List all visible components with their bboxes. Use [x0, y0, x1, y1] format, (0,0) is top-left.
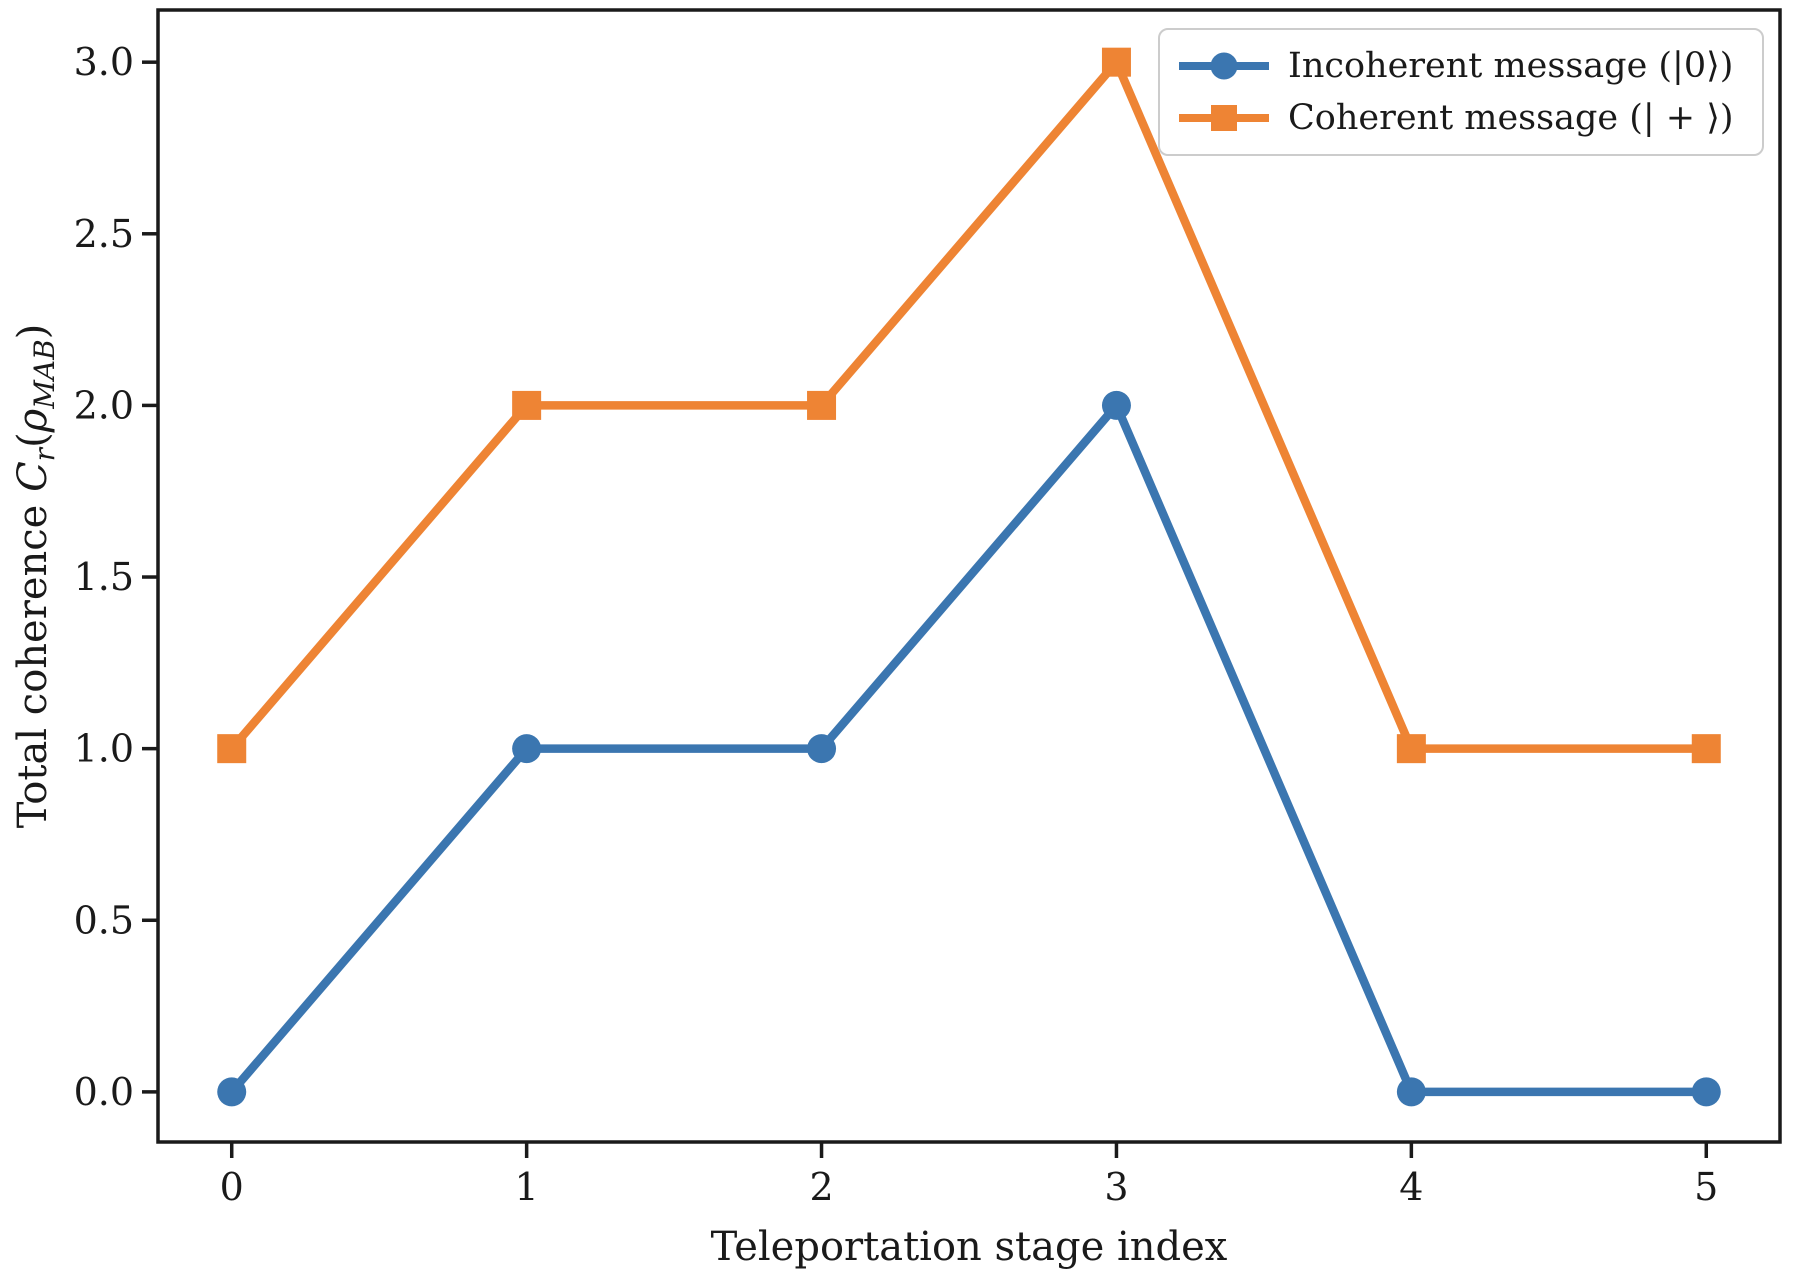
- y-axis-label-C: C: [10, 461, 56, 492]
- y-axis-label-paren: (: [10, 432, 56, 448]
- legend: Incoherent message (|0⟩) Coherent messag…: [1158, 28, 1764, 156]
- y-axis-ticks: 0.0 0.5 1.0 1.5 2.0 2.5 3.0: [74, 40, 158, 1114]
- legend-label-incoherent: Incoherent message (|0⟩): [1288, 46, 1734, 86]
- legend-label-coherent: Coherent message (| + ⟩): [1288, 98, 1734, 138]
- data-point-square: [1101, 47, 1131, 77]
- y-tick-label: 0.5: [74, 898, 134, 942]
- x-tick-label: 1: [515, 1165, 539, 1209]
- data-point-circle: [512, 734, 542, 764]
- y-tick-label: 2.5: [74, 212, 134, 256]
- data-point-circle: [217, 1077, 247, 1107]
- series-line-1: [227, 57, 1711, 753]
- data-point-square: [1691, 734, 1721, 764]
- y-tick-label: 1.5: [74, 555, 134, 599]
- data-point-circle: [1691, 1077, 1721, 1107]
- data-point-square: [217, 734, 247, 764]
- y-tick-label: 2.0: [74, 383, 134, 427]
- y-axis-label: Total coherence Cr(ρMAB): [10, 324, 61, 829]
- x-tick-label: 2: [809, 1165, 833, 1209]
- legend-line-square-icon: [1179, 105, 1269, 131]
- x-axis-ticks: 0 1 2 3 4 5: [220, 1142, 1718, 1209]
- x-tick-label: 5: [1694, 1165, 1718, 1209]
- data-point-square: [807, 390, 837, 420]
- legend-item-coherent: Coherent message (| + ⟩): [1176, 98, 1746, 138]
- y-axis-label-paren-close: ): [10, 324, 56, 340]
- series-line-0: [227, 401, 1711, 1097]
- data-point-circle: [1396, 1077, 1426, 1107]
- legend-square-marker-icon: [1211, 105, 1237, 131]
- y-axis-label-text: Total coherence: [10, 492, 56, 828]
- data-point-circle: [807, 734, 837, 764]
- x-tick-label: 3: [1104, 1165, 1128, 1209]
- data-point-square: [1396, 734, 1426, 764]
- y-axis-label-rho: ρ: [10, 408, 56, 433]
- y-tick-label: 3.0: [74, 40, 134, 84]
- y-tick-label: 1.0: [74, 727, 134, 771]
- data-series: [217, 47, 1721, 1107]
- data-point-square: [512, 390, 542, 420]
- y-axis-label-sub-MAB: MAB: [28, 339, 61, 409]
- legend-circle-marker-icon: [1210, 52, 1238, 80]
- x-tick-label: 0: [220, 1165, 244, 1209]
- legend-line-circle-icon: [1179, 52, 1269, 80]
- legend-item-incoherent: Incoherent message (|0⟩): [1176, 46, 1746, 86]
- y-axis-label-sub-r: r: [28, 446, 61, 461]
- data-point-circle: [1101, 390, 1131, 420]
- x-tick-label: 4: [1399, 1165, 1423, 1209]
- y-tick-label: 0.0: [74, 1070, 134, 1114]
- x-axis-label: Teleportation stage index: [711, 1224, 1228, 1270]
